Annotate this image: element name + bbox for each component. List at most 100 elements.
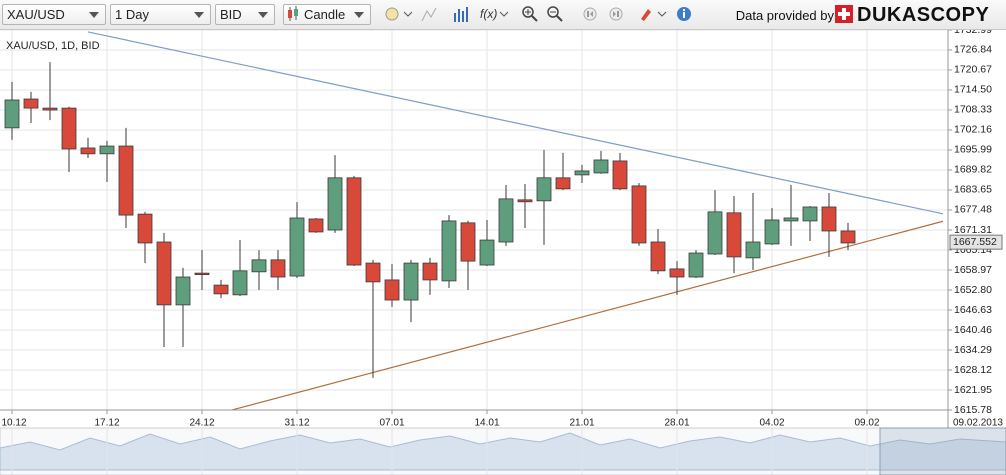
provider-name: DUKASCOPY xyxy=(857,4,990,26)
candle-body xyxy=(783,217,799,222)
y-tick-label: 1628.12 xyxy=(954,364,992,376)
candle-body xyxy=(42,107,58,111)
candle-body xyxy=(61,107,77,150)
provider-text: Data provided by xyxy=(735,8,834,23)
candle-body xyxy=(289,217,305,277)
y-tick-label: 1689.82 xyxy=(954,164,992,176)
candle-body xyxy=(707,211,723,255)
candle-body xyxy=(631,185,647,244)
toolbar: XAU/USD 1 Day BID Candle f(x) Data provi… xyxy=(0,0,1006,30)
candle-body xyxy=(821,206,837,232)
y-tick-label: 1677.48 xyxy=(954,204,992,216)
candle-body xyxy=(156,241,172,306)
x-tick-label: 21.01 xyxy=(569,418,594,429)
candle-body xyxy=(99,145,115,155)
candle-body xyxy=(802,206,818,222)
y-tick-label: 1714.50 xyxy=(954,84,992,96)
trendline xyxy=(87,31,944,215)
zoom-in-button[interactable] xyxy=(521,5,539,23)
x-tick-label: 28.01 xyxy=(664,418,689,429)
x-tick-label: 10.12 xyxy=(1,418,26,429)
navigator-window[interactable] xyxy=(879,427,1006,475)
y-tick-label: 1702.16 xyxy=(954,124,992,136)
candle-body xyxy=(175,276,191,306)
last-price-box xyxy=(949,234,1003,250)
candle-body xyxy=(80,147,96,155)
symbol-select[interactable]: XAU/USD xyxy=(2,4,106,25)
candle-body xyxy=(194,272,210,276)
x-tick-label: 24.12 xyxy=(189,418,214,429)
candle-body xyxy=(251,259,267,273)
candle-body xyxy=(23,98,39,109)
candle-body xyxy=(555,177,571,190)
y-tick-label: 1621.95 xyxy=(954,384,992,396)
candle-body xyxy=(346,177,362,266)
candle-body xyxy=(308,218,324,233)
chart-label: XAU/USD, 1D, BID xyxy=(6,40,100,52)
zoom-out-button[interactable] xyxy=(546,5,564,23)
y-tick-label: 1634.29 xyxy=(954,344,992,356)
y-tick-label: 1615.78 xyxy=(954,404,992,416)
candle-body xyxy=(384,279,400,301)
volume-button[interactable] xyxy=(452,5,470,23)
y-tick-label: 1658.97 xyxy=(954,264,992,276)
candle-body xyxy=(118,145,134,216)
drawing-button[interactable] xyxy=(638,5,668,23)
info-button[interactable] xyxy=(675,5,693,23)
chart-type-select[interactable]: Candle xyxy=(283,4,371,25)
candle-body xyxy=(840,230,856,244)
candle-body xyxy=(612,160,628,190)
chart: XAU/USD, 1D, BID 09.02.2013 1615.78 1621.… xyxy=(0,30,1006,475)
y-tick-label: 1720.67 xyxy=(954,64,992,76)
candle-body xyxy=(422,262,438,281)
y-tick-label: 1652.80 xyxy=(954,284,992,296)
y-tick-label: 1646.63 xyxy=(954,304,992,316)
candle-body xyxy=(726,212,742,258)
function-button[interactable]: f(x) xyxy=(479,5,509,23)
chart-background xyxy=(0,30,1006,475)
candle-body xyxy=(460,222,476,262)
candle-body xyxy=(517,199,533,203)
y-tick-label: 1708.33 xyxy=(954,104,992,116)
scroll-left-button[interactable] xyxy=(582,5,598,23)
candle-body xyxy=(536,177,552,202)
candle-body xyxy=(479,239,495,266)
candle-body xyxy=(745,241,761,259)
y-tick-label: 1683.65 xyxy=(954,184,992,196)
candle-body xyxy=(441,220,457,282)
y-tick-label: 1671.31 xyxy=(954,224,992,236)
y-tick-label: 1640.46 xyxy=(954,324,992,336)
candle-body xyxy=(764,219,780,245)
candle-body xyxy=(650,241,666,272)
chart-settings-button[interactable] xyxy=(420,5,438,23)
candle-body xyxy=(232,270,248,296)
trendline xyxy=(229,220,944,410)
candle-body xyxy=(213,284,229,295)
svg-text:f(x): f(x) xyxy=(480,7,497,21)
side-select[interactable]: BID xyxy=(215,4,275,25)
period-select[interactable]: 1 Day xyxy=(110,4,211,25)
candle-body xyxy=(4,99,20,129)
candle-body xyxy=(574,170,590,176)
x-tick-label: 17.12 xyxy=(94,418,119,429)
x-tick-label: 07.01 xyxy=(379,418,404,429)
candle-body xyxy=(403,262,419,301)
navigator-area xyxy=(0,432,1006,471)
candle-body xyxy=(365,262,381,283)
last-price-label: 1667.552 xyxy=(953,236,997,248)
candle-body xyxy=(270,259,286,278)
y-tick-label: 1726.84 xyxy=(954,44,992,56)
x-tick-label: 31.12 xyxy=(284,418,309,429)
candle-icon xyxy=(288,6,298,21)
x-tick-label: 04.02 xyxy=(759,418,784,429)
navigator xyxy=(0,427,1006,475)
candle-body xyxy=(137,213,153,244)
candle-body xyxy=(688,252,704,278)
scroll-right-button[interactable] xyxy=(608,5,624,23)
end-date: 09.02.2013 xyxy=(953,418,1003,429)
indicator-button[interactable] xyxy=(384,5,414,23)
candle-body xyxy=(327,177,343,231)
plot xyxy=(4,31,944,410)
candle-body xyxy=(498,198,514,243)
